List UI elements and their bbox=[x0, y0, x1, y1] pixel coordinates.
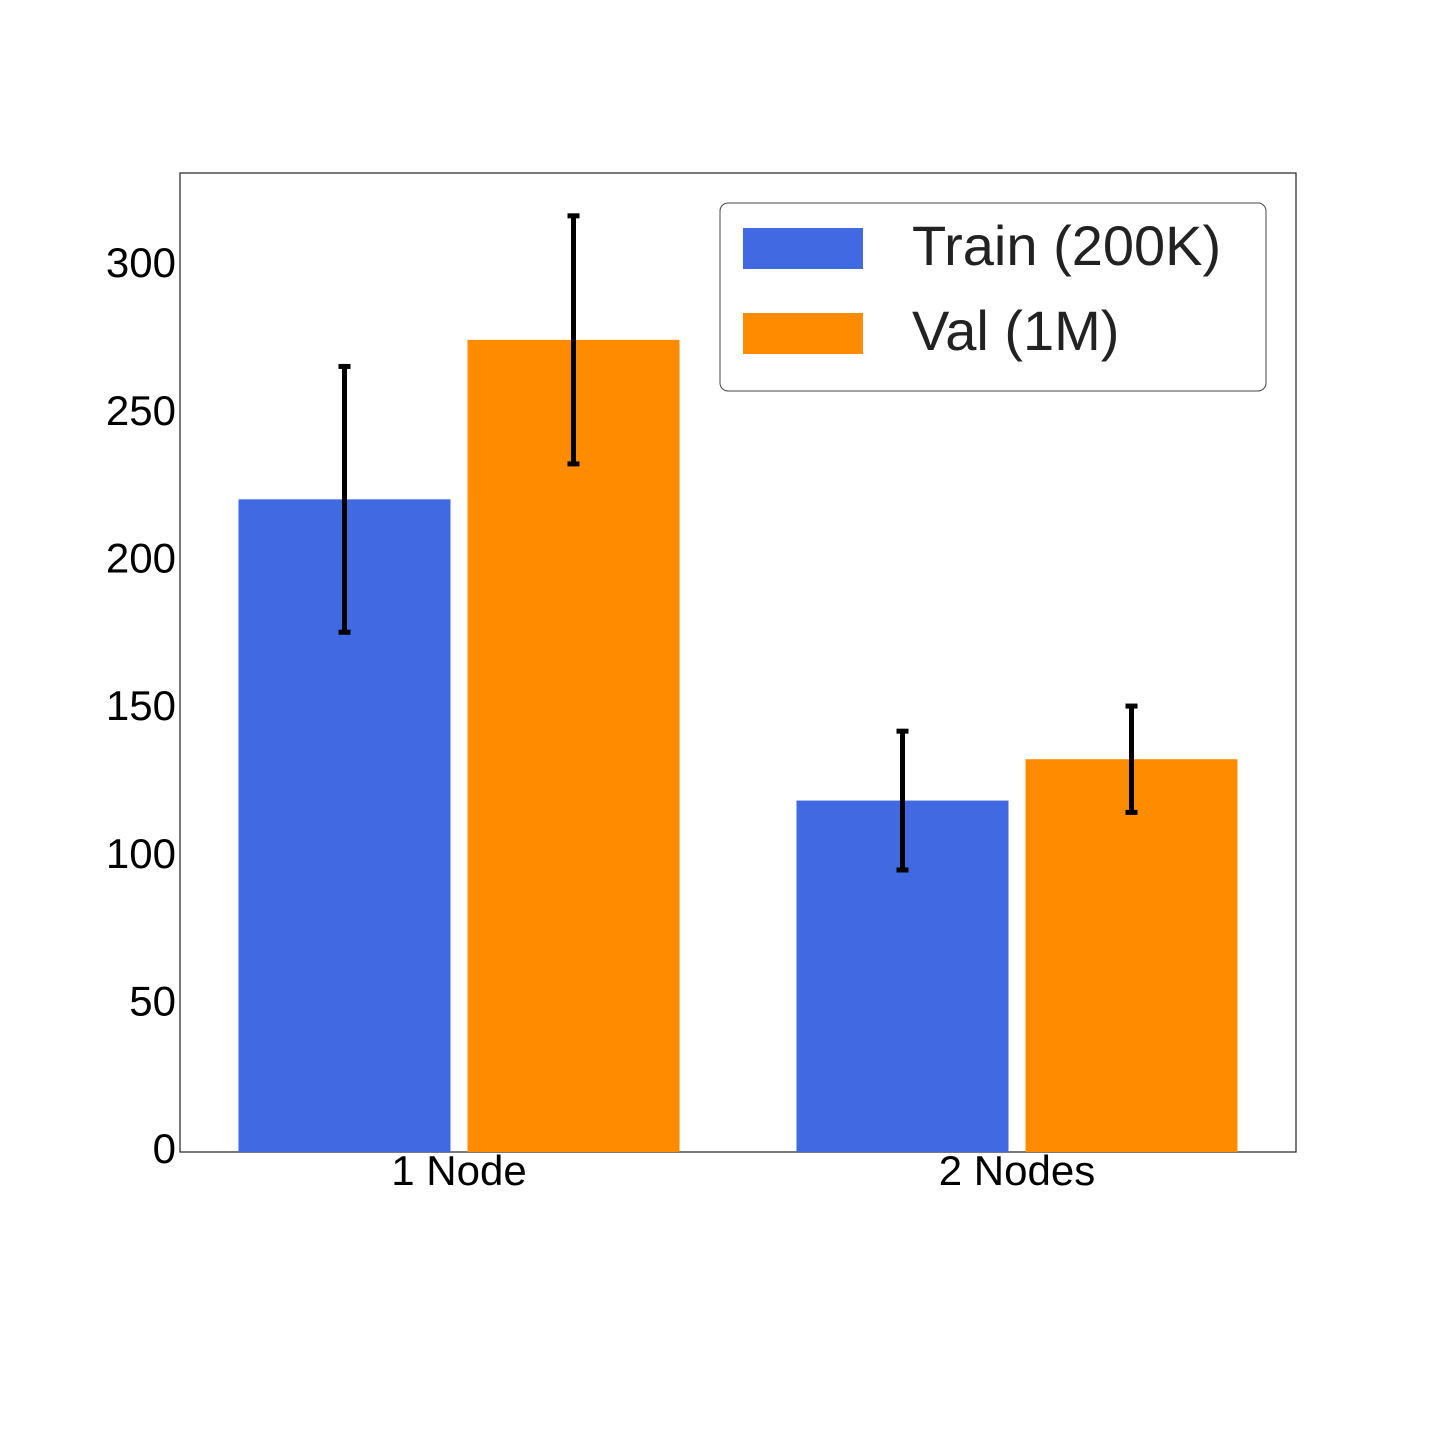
bar bbox=[467, 339, 680, 1152]
legend-swatch bbox=[743, 228, 863, 269]
error-bar bbox=[1125, 703, 1138, 815]
y-tick-label: 200 bbox=[106, 534, 176, 581]
y-tick-label: 50 bbox=[129, 977, 176, 1024]
y-tick-label: 150 bbox=[106, 682, 176, 729]
legend-swatch bbox=[743, 313, 863, 354]
bar bbox=[1025, 759, 1238, 1152]
legend-label: Val (1M) bbox=[912, 299, 1119, 362]
y-tick-label: 100 bbox=[106, 830, 176, 877]
y-tick-label: 0 bbox=[153, 1125, 176, 1172]
y-tick-label: 300 bbox=[106, 239, 176, 286]
error-bar bbox=[567, 213, 580, 467]
legend-label: Train (200K) bbox=[912, 214, 1221, 277]
y-tick-label: 250 bbox=[106, 387, 176, 434]
error-bar bbox=[896, 728, 909, 873]
x-tick-label: 1 Node bbox=[391, 1147, 526, 1194]
x-tick-label: 2 Nodes bbox=[939, 1147, 1095, 1194]
error-bar bbox=[338, 363, 351, 635]
